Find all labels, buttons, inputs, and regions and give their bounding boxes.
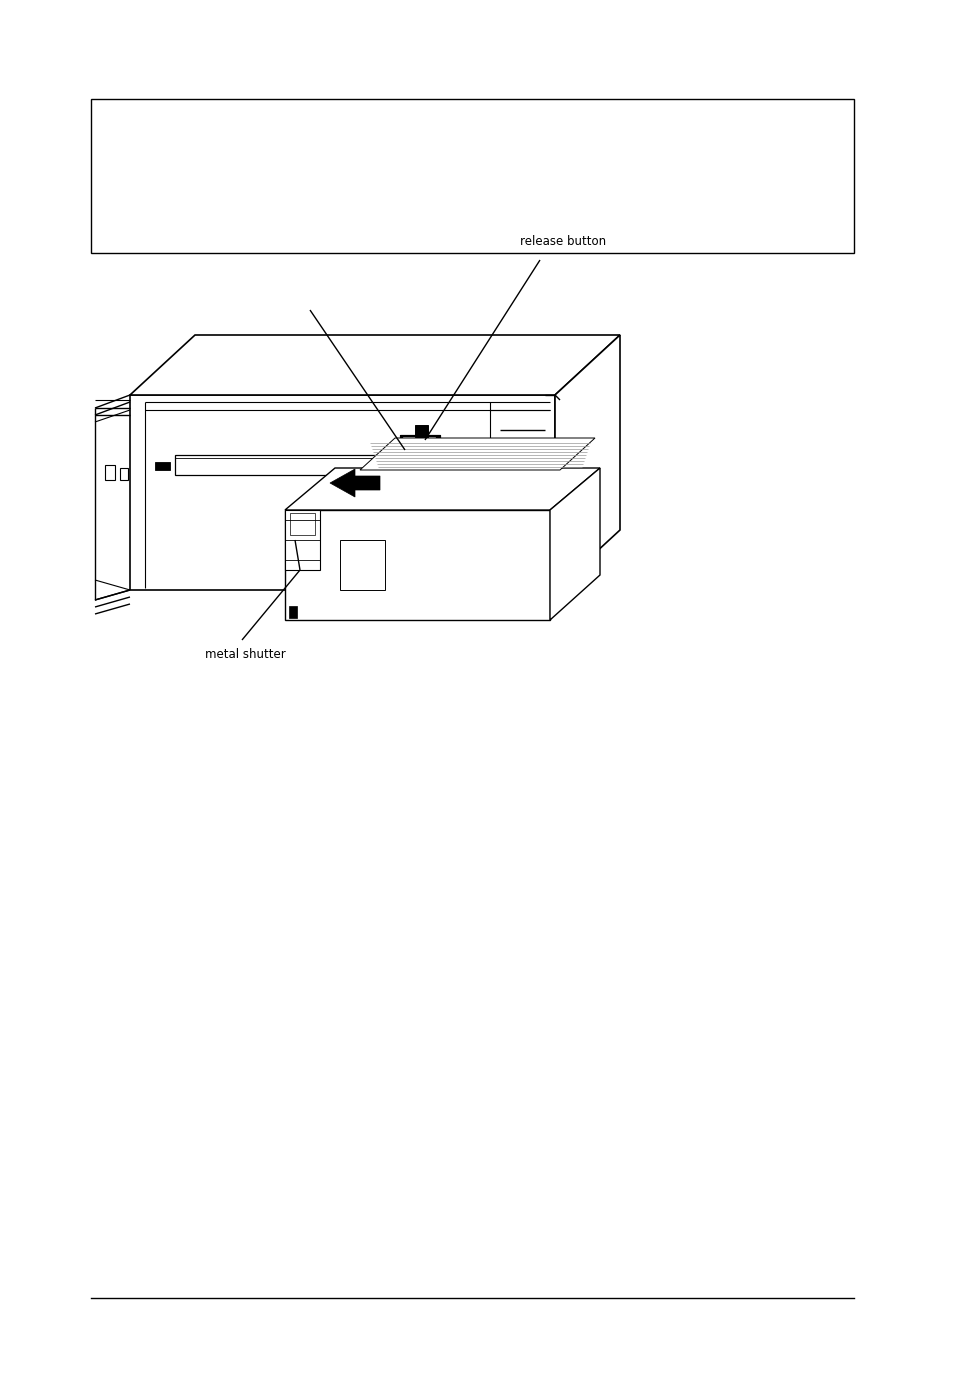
Polygon shape (130, 336, 619, 395)
Polygon shape (174, 455, 459, 474)
Text: metal shutter: metal shutter (205, 648, 286, 661)
Polygon shape (555, 336, 619, 590)
Polygon shape (285, 510, 550, 620)
Bar (91, 99, 853, 253)
Polygon shape (359, 439, 595, 470)
Polygon shape (550, 468, 599, 620)
Polygon shape (415, 425, 428, 437)
Polygon shape (154, 462, 170, 470)
Polygon shape (402, 437, 435, 458)
Polygon shape (330, 469, 379, 496)
Polygon shape (285, 510, 319, 571)
Polygon shape (399, 434, 439, 461)
Polygon shape (285, 468, 599, 510)
Text: release button: release button (519, 235, 605, 248)
Polygon shape (130, 395, 555, 590)
Polygon shape (289, 606, 296, 617)
